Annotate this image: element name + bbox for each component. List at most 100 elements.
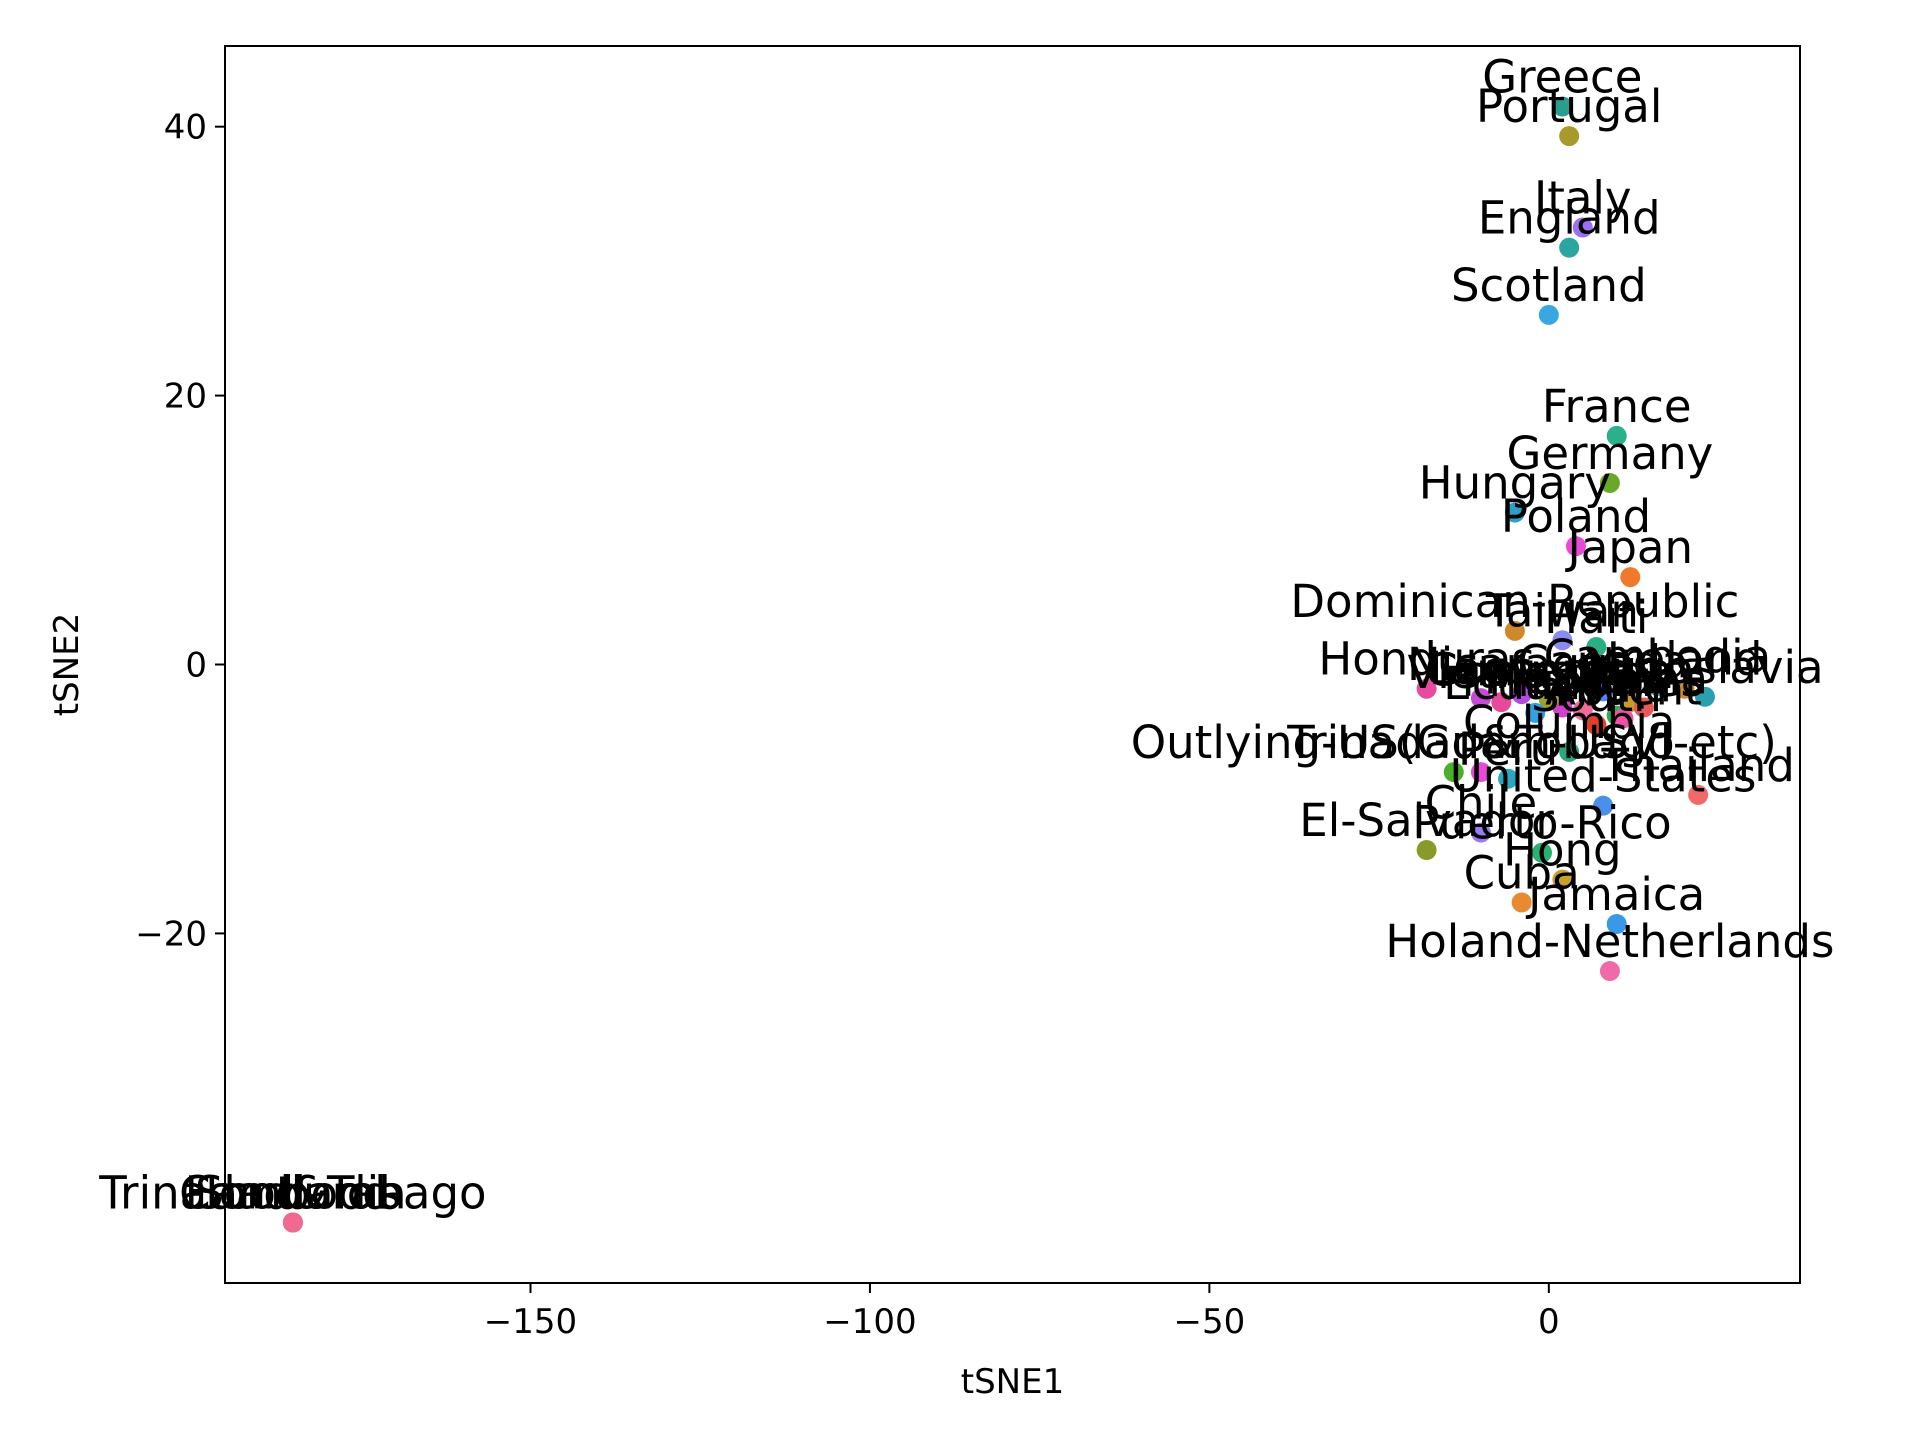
data-point [1647, 676, 1668, 697]
x-tick-label: −150 [484, 1302, 577, 1342]
point-label: Honduras [1318, 633, 1535, 686]
data-point [1599, 472, 1620, 493]
data-point [1613, 708, 1634, 729]
data-point [1416, 840, 1437, 861]
point-label: South [1531, 669, 1662, 722]
point-label: Taiwan [1485, 584, 1639, 637]
point-label: Yugoslavia [1585, 641, 1823, 694]
data-point [1552, 630, 1573, 651]
point-label: England [1478, 192, 1661, 245]
point-label: Nicaragua [1407, 638, 1636, 691]
point-label: Cambodia [179, 1166, 407, 1219]
data-point [1559, 237, 1580, 258]
point-label: Italy [1534, 172, 1632, 225]
data-point [1416, 678, 1437, 699]
data-point [1552, 869, 1573, 890]
data-point [1559, 741, 1580, 762]
x-tick-label: −50 [1173, 1302, 1245, 1342]
points-layer [282, 96, 1715, 1233]
data-point [1538, 304, 1559, 325]
y-tick-label: −20 [135, 914, 207, 954]
data-point [1606, 425, 1627, 446]
data-point [1470, 762, 1491, 783]
point-label: India [1561, 660, 1671, 713]
point-label: Columbia [1463, 696, 1675, 749]
y-tick-label: 40 [164, 108, 207, 148]
y-tick-label: 0 [185, 646, 207, 686]
point-label: Puerto-Rico [1412, 797, 1671, 850]
point-label: Hong [1503, 824, 1621, 877]
point-label: Scotland [195, 1166, 391, 1219]
point-label: Trinadad&Tobago [98, 1166, 486, 1219]
data-point [1498, 768, 1519, 789]
data-point [1511, 892, 1532, 913]
y-axis-label: tSNE2 [47, 613, 87, 716]
point-label: Outlying-US(Guam-USVI-etc) [1131, 716, 1777, 769]
point-label: Mexico [1484, 652, 1641, 705]
data-point [1532, 842, 1553, 863]
x-axis: −150 −100 −50 0 [484, 1283, 1560, 1342]
data-point [1552, 96, 1573, 117]
point-label: Holand-Netherlands [1385, 915, 1834, 968]
point-label: France [1542, 380, 1692, 433]
point-label: Vietnam [1408, 646, 1596, 699]
point-label: China [1580, 652, 1709, 705]
point-label: Honduras [185, 1166, 402, 1219]
data-point [1694, 686, 1715, 707]
data-point [1599, 961, 1620, 982]
data-point [1620, 567, 1641, 588]
x-tick-label: 0 [1538, 1302, 1560, 1342]
data-point [1633, 697, 1654, 718]
point-label: Haiti [1544, 591, 1648, 644]
data-point [1470, 688, 1491, 709]
point-label: Cuba [1464, 846, 1580, 899]
y-tick-label: 20 [164, 377, 207, 417]
point-label: Peru [1458, 723, 1558, 776]
data-point [1674, 678, 1695, 699]
point-label: Greece [1482, 51, 1642, 104]
data-point [1606, 914, 1627, 935]
data-point [1491, 692, 1512, 713]
point-label: Cambodia [1544, 630, 1772, 683]
point-label: Chile [1425, 777, 1538, 830]
point-label: Germany [1506, 427, 1713, 480]
point-label: Absent [1545, 662, 1702, 715]
point-label: Philippines [1462, 654, 1704, 707]
point-label: Iran [1586, 646, 1674, 699]
x-axis-label: tSNE1 [961, 1362, 1064, 1402]
point-label: Guatemala [1425, 643, 1673, 696]
data-point [1586, 715, 1607, 736]
data-point [1504, 502, 1525, 523]
point-label: Ireland [1607, 633, 1763, 686]
y-axis: −20 0 20 40 [135, 108, 225, 954]
data-point [1511, 684, 1532, 705]
point-label: Scotland [1451, 259, 1647, 312]
data-point [1593, 795, 1614, 816]
data-point [1470, 822, 1491, 843]
point-label: Japan [1565, 521, 1694, 574]
data-point [1525, 702, 1546, 723]
data-point [1559, 126, 1580, 147]
point-label: Canada [1518, 635, 1689, 688]
data-point [1572, 700, 1593, 721]
point-label: Trinadad&Tobago [1286, 716, 1674, 769]
data-point [1572, 217, 1593, 238]
point-label: Thailand [1601, 739, 1795, 792]
data-point [1565, 536, 1586, 557]
data-point [1593, 681, 1614, 702]
data-point [1443, 762, 1464, 783]
point-label: Portugal [1476, 80, 1662, 133]
data-point [1504, 620, 1525, 641]
point-label: Laos [1429, 642, 1533, 695]
point-label: Dominican-Republic [1290, 575, 1739, 628]
point-label: El-Salvador [1299, 794, 1554, 847]
data-point [1538, 689, 1559, 710]
point-label: Poland [1501, 490, 1651, 543]
point-label: Hungary [1419, 457, 1611, 510]
data-point [282, 1212, 303, 1233]
point-label: United-States [1450, 750, 1757, 803]
x-tick-label: −100 [823, 1302, 916, 1342]
point-label: Jamaica [1525, 868, 1705, 921]
